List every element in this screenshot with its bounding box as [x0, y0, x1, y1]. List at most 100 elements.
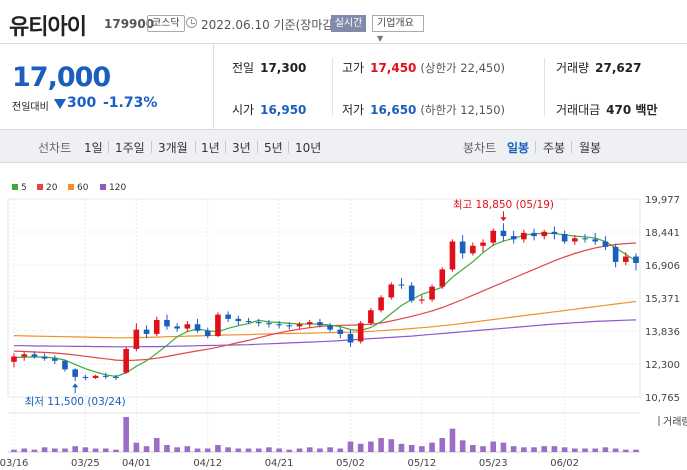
volume-bar — [51, 448, 58, 452]
realtime-button[interactable]: 실시간 — [331, 15, 366, 32]
candle-body — [592, 239, 599, 242]
divider — [571, 141, 572, 153]
volume-bar — [215, 445, 221, 452]
candle-body — [561, 233, 568, 242]
legend-label: 20 — [46, 183, 58, 193]
high-price: 고가 17,450 (상한가 22,450) — [342, 59, 505, 81]
volume-bar — [347, 441, 354, 452]
chevron-down-icon: ▼ — [377, 34, 384, 43]
candle-body — [551, 231, 558, 234]
candle-body — [378, 297, 384, 311]
max-annotation: 최고 18,850 (05/19) — [453, 199, 554, 211]
candle-body — [102, 375, 109, 377]
legend-ma5: 5 — [12, 183, 27, 193]
clock-icon — [186, 17, 197, 28]
volume-bar — [245, 448, 252, 452]
candle-body — [72, 369, 78, 377]
quote-date: 2022.06.10 기준(장마감) — [201, 18, 339, 32]
volume-bar — [388, 439, 395, 452]
candle-body — [266, 323, 272, 325]
volume-bar — [123, 417, 129, 452]
low-value: 16,650 — [370, 103, 417, 117]
volume-bar — [11, 449, 17, 452]
open-label: 시가 — [232, 103, 255, 117]
x-tick-label: 05/23 — [479, 458, 508, 469]
volume-bar — [582, 448, 588, 452]
divider — [108, 141, 109, 153]
tab-3y[interactable]: 3년 — [232, 141, 251, 155]
candle-body — [612, 246, 619, 262]
legend-swatch — [100, 184, 106, 190]
tab-1d[interactable]: 1일 — [84, 141, 103, 155]
legend-label: 60 — [77, 183, 89, 193]
price-summary: 17,000 전일대비 300 -1.73% — [0, 44, 214, 129]
high-value: 17,450 — [370, 61, 417, 75]
tab-monthly[interactable]: 월봉 — [579, 141, 602, 155]
ma20-line — [13, 242, 637, 362]
tab-5y[interactable]: 5년 — [264, 141, 283, 155]
x-tick-label: 06/02 — [550, 458, 579, 469]
volume-bar — [378, 438, 384, 452]
candle-body — [429, 286, 435, 300]
high-label: 고가 — [342, 61, 365, 75]
candle-body — [82, 376, 89, 378]
volume-bar — [102, 448, 109, 452]
prev-close-value: 17,300 — [260, 61, 307, 75]
volume-bar — [113, 449, 119, 452]
volume-bar — [419, 446, 425, 452]
down-triangle-icon — [54, 99, 66, 109]
candle-body — [459, 241, 466, 254]
divider — [195, 141, 196, 153]
candle-body — [572, 238, 578, 242]
volume-bar — [470, 445, 476, 452]
period-tabs: 선차트 1일 1주일 3개월 1년 3년 5년 10년 봉차트 일봉 주봉 월봉 — [0, 129, 687, 163]
candle-body — [521, 232, 527, 240]
volume-bar — [337, 448, 344, 452]
volume-bar — [276, 448, 282, 452]
x-tick-label: 05/02 — [336, 458, 365, 469]
prev-close: 전일 17,300 — [232, 59, 306, 81]
candle-body — [184, 324, 191, 329]
candle-body — [357, 323, 364, 342]
volume-bar — [153, 438, 160, 452]
tab-3m[interactable]: 3개월 — [158, 141, 188, 155]
tab-weekly[interactable]: 주봉 — [543, 141, 566, 155]
candle-body — [480, 242, 486, 246]
volume-label: 거래량 — [663, 416, 687, 428]
legend-swatch — [12, 184, 18, 190]
candle-body — [602, 241, 609, 247]
legend-swatch — [68, 184, 74, 190]
candle-body — [41, 356, 48, 359]
volume-bar — [133, 442, 140, 452]
candle-body — [143, 329, 150, 334]
tab-1y[interactable]: 1년 — [201, 141, 220, 155]
volume-bar — [184, 446, 191, 452]
candle-body — [31, 354, 38, 357]
volume-bar — [368, 441, 374, 452]
volume-bar — [143, 446, 150, 452]
candle-body — [470, 245, 476, 254]
candle-body — [235, 318, 242, 322]
tab-1w[interactable]: 1주일 — [115, 141, 145, 155]
volume-bar — [21, 448, 28, 452]
candle-body — [449, 241, 456, 270]
min-arrow-head — [72, 383, 79, 388]
tab-10y[interactable]: 10년 — [295, 141, 322, 155]
ma5-line — [13, 232, 637, 378]
low-price: 저가 16,650 (하한가 12,150) — [342, 101, 505, 123]
volume-bar — [327, 447, 333, 452]
volume-bar — [561, 447, 568, 452]
volume-bar — [459, 440, 466, 452]
volume-bar — [235, 448, 242, 452]
open-value: 16,950 — [260, 103, 307, 117]
y-tick-label: 16,906 — [645, 261, 680, 272]
candle-body — [51, 358, 58, 361]
candle-body — [255, 322, 262, 324]
volume-bar — [408, 445, 415, 452]
candle-body — [388, 284, 395, 298]
tab-daily[interactable]: 일봉 — [507, 141, 530, 155]
candle-body — [215, 314, 221, 337]
y-tick-label: 18,441 — [645, 228, 680, 239]
corp-info-dropdown[interactable]: 기업개요 ▼ — [372, 15, 424, 43]
candle-body — [408, 285, 415, 301]
